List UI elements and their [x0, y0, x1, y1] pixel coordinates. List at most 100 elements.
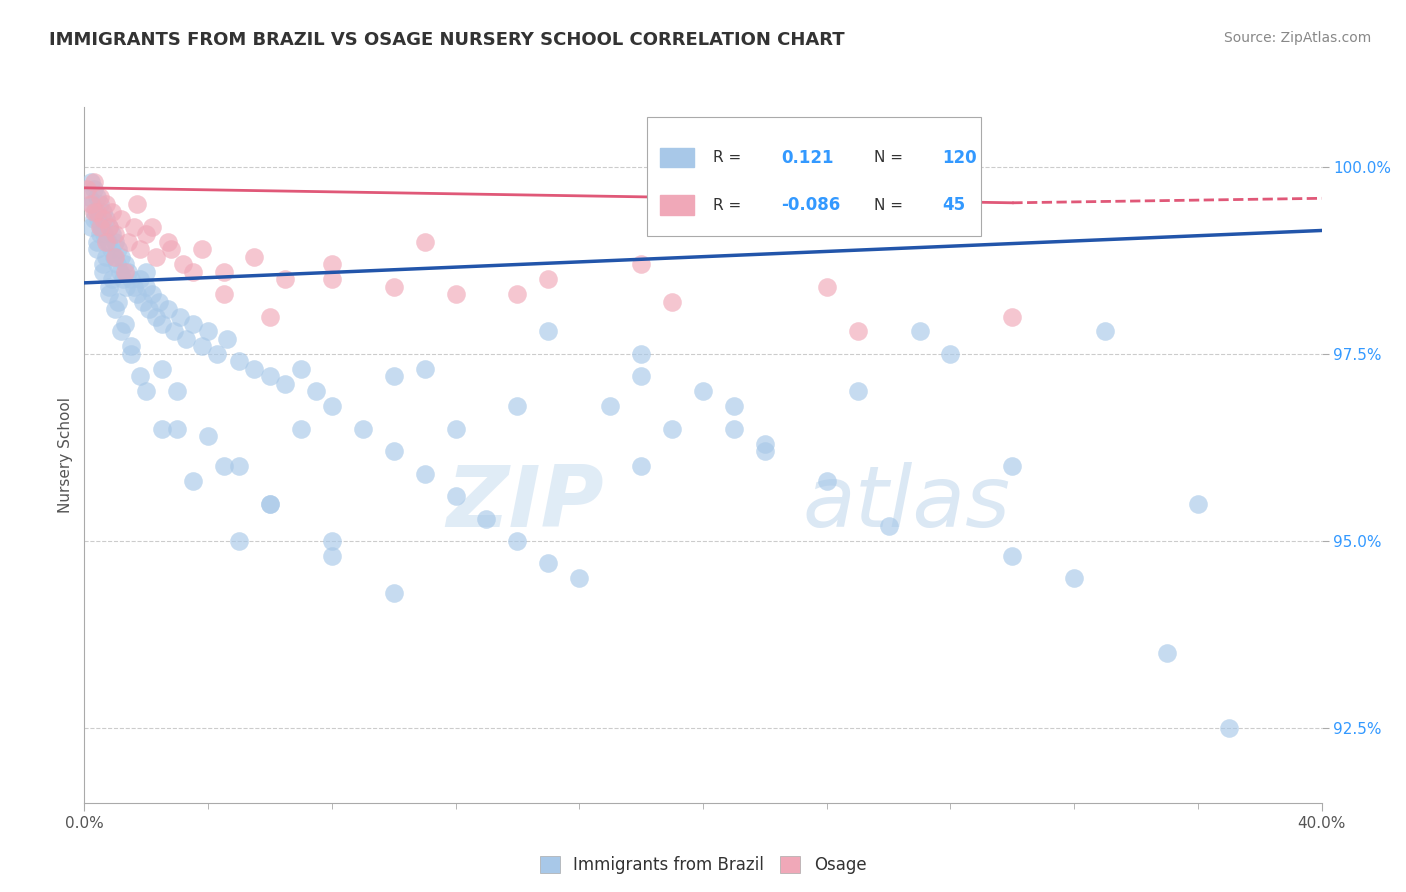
Point [89, 227, 111, 242]
Point [145, 310, 167, 324]
Point [228, 533, 250, 548]
Point [630, 347, 652, 361]
Point [84, 204, 107, 219]
Point [163, 325, 186, 339]
Point [120, 272, 142, 286]
Point [90, 219, 112, 234]
Point [413, 235, 436, 249]
Point [89, 219, 111, 234]
Point [382, 279, 405, 293]
Text: -0.086: -0.086 [780, 196, 841, 214]
Point [104, 301, 127, 316]
Point [630, 459, 652, 474]
Point [98, 287, 121, 301]
Legend: Immigrants from Brazil, Osage: Immigrants from Brazil, Osage [540, 856, 866, 874]
Point [96, 235, 118, 249]
Point [94, 250, 117, 264]
Point [382, 369, 405, 384]
Point [94, 235, 117, 249]
Point [104, 250, 127, 264]
Point [101, 272, 124, 286]
Point [150, 362, 173, 376]
Point [475, 511, 498, 525]
Point [754, 436, 776, 450]
Point [444, 422, 467, 436]
Point [169, 310, 191, 324]
Point [108, 265, 131, 279]
Point [98, 219, 121, 234]
Point [166, 384, 188, 399]
Point [191, 242, 214, 256]
Point [135, 265, 157, 279]
Point [83, 175, 105, 189]
Y-axis label: Nursery School: Nursery School [58, 397, 73, 513]
Point [138, 301, 160, 316]
Point [243, 362, 266, 376]
Point [86, 190, 108, 204]
Point [141, 287, 163, 301]
Point [815, 474, 838, 488]
Point [176, 332, 198, 346]
Point [321, 257, 343, 271]
Point [444, 489, 467, 503]
Point [599, 399, 621, 413]
Point [86, 235, 108, 249]
Text: 0.121: 0.121 [780, 149, 834, 167]
Point [197, 429, 219, 443]
Point [77, 190, 100, 204]
Point [228, 354, 250, 368]
Point [259, 497, 281, 511]
Point [723, 399, 745, 413]
Point [135, 384, 157, 399]
Point [98, 219, 121, 234]
Point [103, 250, 125, 264]
FancyBboxPatch shape [647, 118, 981, 235]
Point [104, 235, 127, 249]
Point [94, 212, 117, 227]
Point [120, 347, 142, 361]
Point [939, 347, 962, 361]
Text: atlas: atlas [801, 462, 1010, 545]
Point [100, 242, 122, 256]
Point [83, 212, 105, 227]
Point [89, 190, 111, 204]
Point [122, 219, 145, 234]
Point [114, 317, 136, 331]
Point [120, 339, 142, 353]
Point [79, 175, 101, 189]
Point [259, 497, 281, 511]
Point [114, 257, 136, 271]
Point [207, 347, 229, 361]
Point [506, 533, 529, 548]
Point [105, 257, 128, 271]
Point [274, 376, 297, 391]
Point [212, 459, 235, 474]
Point [537, 272, 560, 286]
Point [228, 459, 250, 474]
Point [537, 557, 560, 571]
Point [122, 279, 145, 293]
Point [166, 422, 188, 436]
Point [112, 272, 135, 286]
Point [321, 272, 343, 286]
Point [908, 325, 931, 339]
Point [661, 294, 683, 309]
Point [110, 250, 132, 264]
Point [181, 317, 204, 331]
Point [135, 227, 157, 242]
Point [723, 422, 745, 436]
Point [305, 384, 328, 399]
Point [160, 242, 183, 256]
Point [877, 519, 900, 533]
Point [129, 369, 152, 384]
Point [321, 399, 343, 413]
Point [110, 325, 132, 339]
Point [181, 474, 204, 488]
Point [274, 272, 297, 286]
Point [1218, 721, 1240, 735]
Text: R =: R = [713, 197, 741, 212]
Point [321, 549, 343, 563]
Text: N =: N = [873, 197, 903, 212]
Point [156, 301, 179, 316]
Point [91, 257, 114, 271]
